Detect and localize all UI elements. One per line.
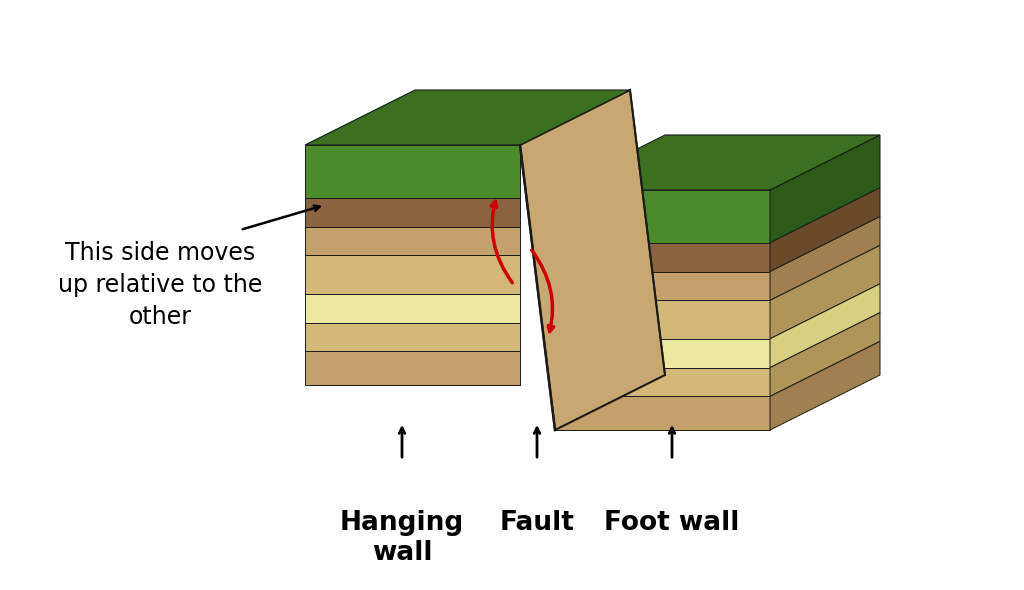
Polygon shape xyxy=(305,198,520,227)
Text: Fault: Fault xyxy=(500,510,574,536)
Polygon shape xyxy=(555,243,770,271)
Polygon shape xyxy=(305,352,520,385)
Polygon shape xyxy=(770,217,880,300)
Polygon shape xyxy=(305,255,520,294)
Polygon shape xyxy=(555,368,770,396)
Polygon shape xyxy=(555,300,770,339)
Polygon shape xyxy=(770,313,880,396)
Polygon shape xyxy=(555,339,770,368)
Polygon shape xyxy=(555,135,880,190)
Polygon shape xyxy=(770,245,880,339)
Polygon shape xyxy=(770,342,880,430)
Text: This side moves
up relative to the
other: This side moves up relative to the other xyxy=(57,241,262,329)
Polygon shape xyxy=(555,190,770,243)
Polygon shape xyxy=(305,227,520,255)
Text: Hanging
wall: Hanging wall xyxy=(340,510,464,566)
Polygon shape xyxy=(305,294,520,323)
Polygon shape xyxy=(770,188,880,271)
Polygon shape xyxy=(305,323,520,352)
Polygon shape xyxy=(305,145,520,198)
Polygon shape xyxy=(555,271,770,300)
Polygon shape xyxy=(555,396,770,430)
Polygon shape xyxy=(520,90,665,430)
Polygon shape xyxy=(770,135,880,243)
Polygon shape xyxy=(770,284,880,368)
Text: Foot wall: Foot wall xyxy=(604,510,739,536)
Polygon shape xyxy=(305,90,630,145)
